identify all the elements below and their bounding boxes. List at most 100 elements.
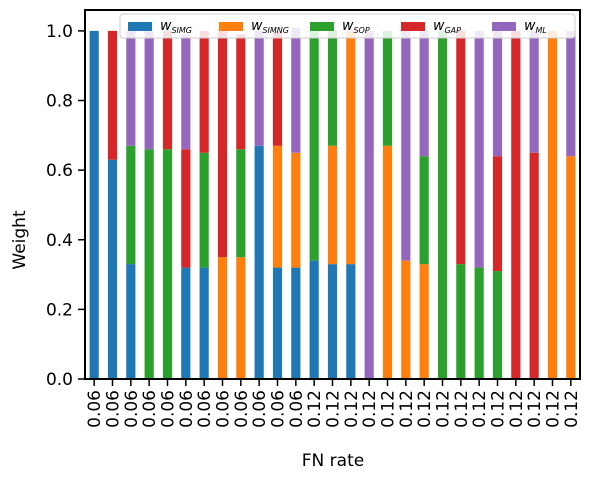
legend-swatch (310, 22, 334, 31)
bar-segment (474, 267, 484, 379)
x-tick-label: 0.06 (250, 390, 270, 428)
x-tick-label: 0.12 (434, 390, 454, 428)
bar-segment (236, 149, 246, 258)
bar-segment (327, 264, 338, 379)
legend-swatch (401, 22, 425, 31)
bar-segment (566, 156, 576, 379)
legend-swatch (492, 22, 516, 31)
y-tick-label: 0.2 (46, 300, 73, 320)
x-tick-label: 0.06 (232, 390, 252, 428)
bar-segment (492, 156, 503, 272)
bar-segment (511, 30, 521, 380)
bar-segment (401, 260, 411, 379)
bar-segment (456, 30, 466, 265)
bar-segment (456, 264, 466, 379)
x-tick-label: 0.12 (507, 390, 527, 428)
legend-box (119, 13, 576, 39)
x-axis-label: FN rate (302, 451, 364, 471)
x-tick-label: 0.06 (287, 390, 307, 428)
bar-segment (529, 152, 539, 379)
x-tick-label: 0.12 (379, 390, 399, 428)
x-tick-label: 0.06 (214, 390, 234, 428)
legend-swatch (128, 22, 152, 31)
x-tick-label: 0.06 (140, 390, 160, 428)
bar-segment (382, 30, 393, 146)
bar-segment (144, 149, 154, 379)
x-tick-label: 0.12 (360, 390, 380, 428)
bar-segment (272, 30, 283, 146)
legend-label: wGAP (433, 18, 461, 35)
x-tick-label: 0.06 (177, 390, 197, 428)
bar-segment (144, 30, 154, 150)
bar-segment (272, 145, 283, 268)
bar-segment (107, 159, 118, 379)
x-tick-label: 0.12 (544, 390, 564, 428)
bar-segment (492, 27, 503, 157)
bar-segment (547, 30, 558, 380)
bar-segment (364, 30, 374, 380)
bar-segment (199, 152, 209, 268)
bar-segment (419, 264, 429, 379)
bar-segment (236, 257, 246, 379)
x-tick-label: 0.12 (324, 390, 344, 428)
bar-segment (346, 264, 356, 379)
x-tick-label: 0.12 (452, 390, 472, 428)
x-tick-label: 0.12 (489, 390, 509, 428)
bar-segment (382, 145, 393, 379)
y-tick-label: 0.8 (46, 92, 73, 112)
bar-segment (126, 145, 136, 265)
bar-segment (437, 30, 448, 380)
plot-frame (84, 9, 581, 380)
bar-segment (272, 267, 283, 379)
bar-segment (254, 145, 264, 379)
y-tick-label: 0.0 (46, 370, 73, 390)
bar-segment (474, 30, 484, 268)
bar-segment (529, 30, 539, 153)
bar-segment (89, 30, 99, 380)
bar-segment (217, 257, 228, 379)
x-tick-label: 0.06 (195, 390, 215, 428)
x-tick-label: 0.12 (415, 390, 435, 428)
bar-segment (199, 30, 209, 153)
bar-segment (309, 260, 319, 379)
x-tick-label: 0.12 (342, 390, 362, 428)
y-tick-label: 0.6 (46, 161, 73, 181)
bar-segment (291, 267, 301, 379)
bar-segment (291, 27, 301, 153)
x-tick-label: 0.06 (85, 390, 105, 428)
y-tick-label: 1.0 (46, 22, 73, 42)
bar-segment (419, 156, 429, 265)
bar-segment (217, 30, 228, 258)
bar-segment (162, 149, 173, 379)
x-tick-label: 0.12 (397, 390, 417, 428)
legend-label: wSOP (342, 18, 370, 35)
bar-segment (566, 30, 576, 157)
legend-label: wSIMNG (251, 18, 289, 35)
y-tick-label: 0.4 (46, 231, 73, 251)
bar-segment (199, 267, 209, 379)
x-tick-label: 0.06 (159, 390, 179, 428)
bar-segment (419, 30, 429, 157)
bar-segment (181, 267, 191, 379)
bar-segment (401, 30, 411, 261)
x-tick-label: 0.06 (104, 390, 124, 428)
y-axis-label: Weight (10, 210, 30, 270)
bar-segment (346, 30, 356, 265)
x-tick-label: 0.12 (525, 390, 545, 428)
x-tick-label: 0.06 (122, 390, 142, 428)
bar-segment (327, 145, 338, 265)
x-tick-label: 0.12 (305, 390, 325, 428)
bar-segment (236, 34, 246, 150)
x-tick-label: 0.12 (470, 390, 490, 428)
legend-label: wML (524, 18, 547, 35)
bar-segment (162, 30, 173, 150)
bar-segment (291, 152, 301, 268)
bar-segment (327, 30, 338, 146)
bar-segment (492, 271, 503, 379)
x-tick-label: 0.06 (269, 390, 289, 428)
bar-segment (126, 264, 136, 379)
bar-segment (107, 30, 118, 160)
bar-segment (181, 149, 191, 268)
bar-segment (309, 30, 319, 261)
